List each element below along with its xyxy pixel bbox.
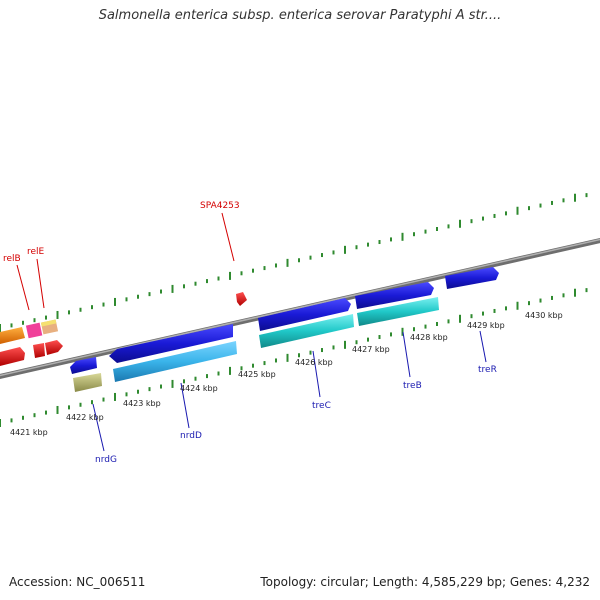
- gene-nrdG-reverse[interactable]: [73, 373, 102, 392]
- kbp-label: 4425 kbp: [238, 370, 276, 379]
- gene-relE[interactable]: [33, 343, 45, 358]
- kbp-label: 4428 kbp: [410, 333, 448, 342]
- label-leaders: [16, 212, 487, 452]
- kbp-label: 4423 kbp: [123, 399, 161, 408]
- gene-SPA4253[interactable]: [236, 292, 247, 306]
- kbp-label: 4421 kbp: [10, 428, 48, 437]
- gene-nrdD[interactable]: [109, 324, 233, 363]
- gene-treB-reverse[interactable]: [357, 297, 439, 326]
- topology-info-text: Topology: circular; Length: 4,585,229 bp…: [260, 575, 590, 589]
- gene-treC-reverse[interactable]: [259, 314, 354, 348]
- inner-tick-row: [0, 288, 588, 427]
- gene-treB[interactable]: [355, 282, 434, 309]
- kbp-label: 4424 kbp: [180, 384, 218, 393]
- gene-nrdD-reverse[interactable]: [113, 341, 237, 382]
- kbp-label: 4426 kbp: [295, 358, 333, 367]
- gene-relB[interactable]: [0, 347, 25, 366]
- gene-label-nrdD: nrdD: [180, 431, 202, 441]
- gene-label-treB: treB: [403, 381, 422, 391]
- gene-label-SPA4253: SPA4253: [200, 201, 240, 211]
- gene-label-relE: relE: [27, 247, 45, 257]
- kbp-label: 4427 kbp: [352, 345, 390, 354]
- kbp-label: 4430 kbp: [525, 311, 563, 320]
- gene-orange[interactable]: [0, 327, 25, 344]
- gene-label-relB: relB: [3, 254, 21, 264]
- map-title: Salmonella enterica subsp. enterica sero…: [98, 8, 502, 23]
- gene-nrdG[interactable]: [70, 357, 97, 374]
- gene-label-treC: treC: [312, 401, 331, 411]
- gene-treC[interactable]: [258, 298, 351, 331]
- kbp-label: 4422 kbp: [66, 413, 104, 422]
- gene-pink[interactable]: [25, 322, 43, 339]
- gene-tan-stripe: [40, 319, 57, 327]
- gene-features: [0, 267, 499, 392]
- gene-label-treR: treR: [478, 365, 497, 375]
- gene-label-nrdG: nrdG: [95, 455, 117, 465]
- genome-backbone-highlight: [0, 238, 600, 377]
- gene-treR[interactable]: [445, 267, 499, 289]
- accession-text: Accession: NC_006511: [9, 575, 146, 589]
- kbp-label: 4429 kbp: [467, 321, 505, 330]
- outer-tick-row: [0, 193, 588, 332]
- gene-red-small[interactable]: [45, 340, 63, 355]
